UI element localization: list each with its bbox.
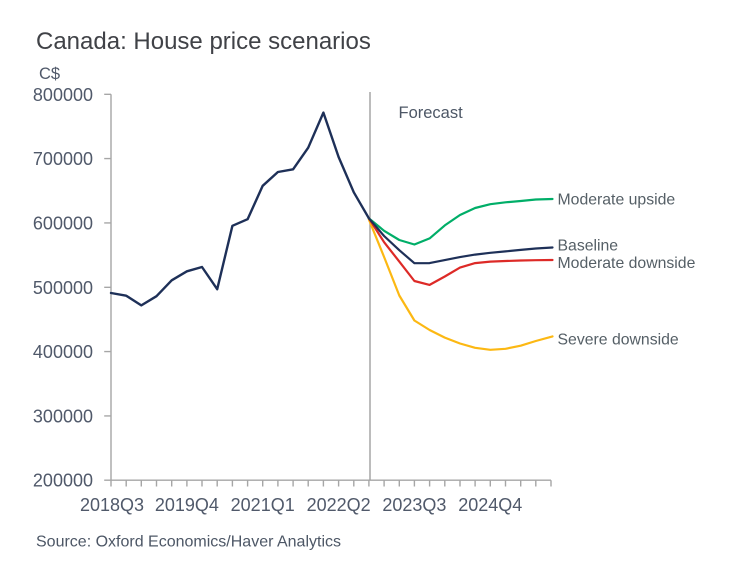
svg-text:Moderate upside: Moderate upside bbox=[558, 191, 676, 208]
svg-text:2018Q3: 2018Q3 bbox=[80, 495, 144, 515]
svg-text:Canada: House price scenarios: Canada: House price scenarios bbox=[36, 28, 371, 55]
svg-text:Forecast: Forecast bbox=[399, 104, 464, 122]
svg-text:300000: 300000 bbox=[33, 406, 93, 426]
svg-text:2019Q4: 2019Q4 bbox=[155, 495, 219, 515]
svg-text:2023Q3: 2023Q3 bbox=[382, 495, 446, 515]
svg-text:2024Q4: 2024Q4 bbox=[458, 495, 522, 515]
svg-text:Moderate downside: Moderate downside bbox=[558, 255, 696, 272]
svg-text:200000: 200000 bbox=[33, 471, 93, 491]
svg-text:2022Q2: 2022Q2 bbox=[307, 495, 371, 515]
svg-text:Severe downside: Severe downside bbox=[558, 331, 679, 348]
svg-text:500000: 500000 bbox=[33, 278, 93, 298]
svg-text:400000: 400000 bbox=[33, 342, 93, 362]
svg-text:600000: 600000 bbox=[33, 213, 93, 233]
svg-text:Source: Oxford Economics/Haver: Source: Oxford Economics/Haver Analytics bbox=[36, 534, 341, 551]
svg-text:700000: 700000 bbox=[33, 149, 93, 169]
svg-text:2021Q1: 2021Q1 bbox=[231, 495, 295, 515]
svg-text:C$: C$ bbox=[39, 65, 60, 83]
svg-text:Baseline: Baseline bbox=[558, 237, 619, 254]
svg-text:800000: 800000 bbox=[33, 85, 93, 105]
